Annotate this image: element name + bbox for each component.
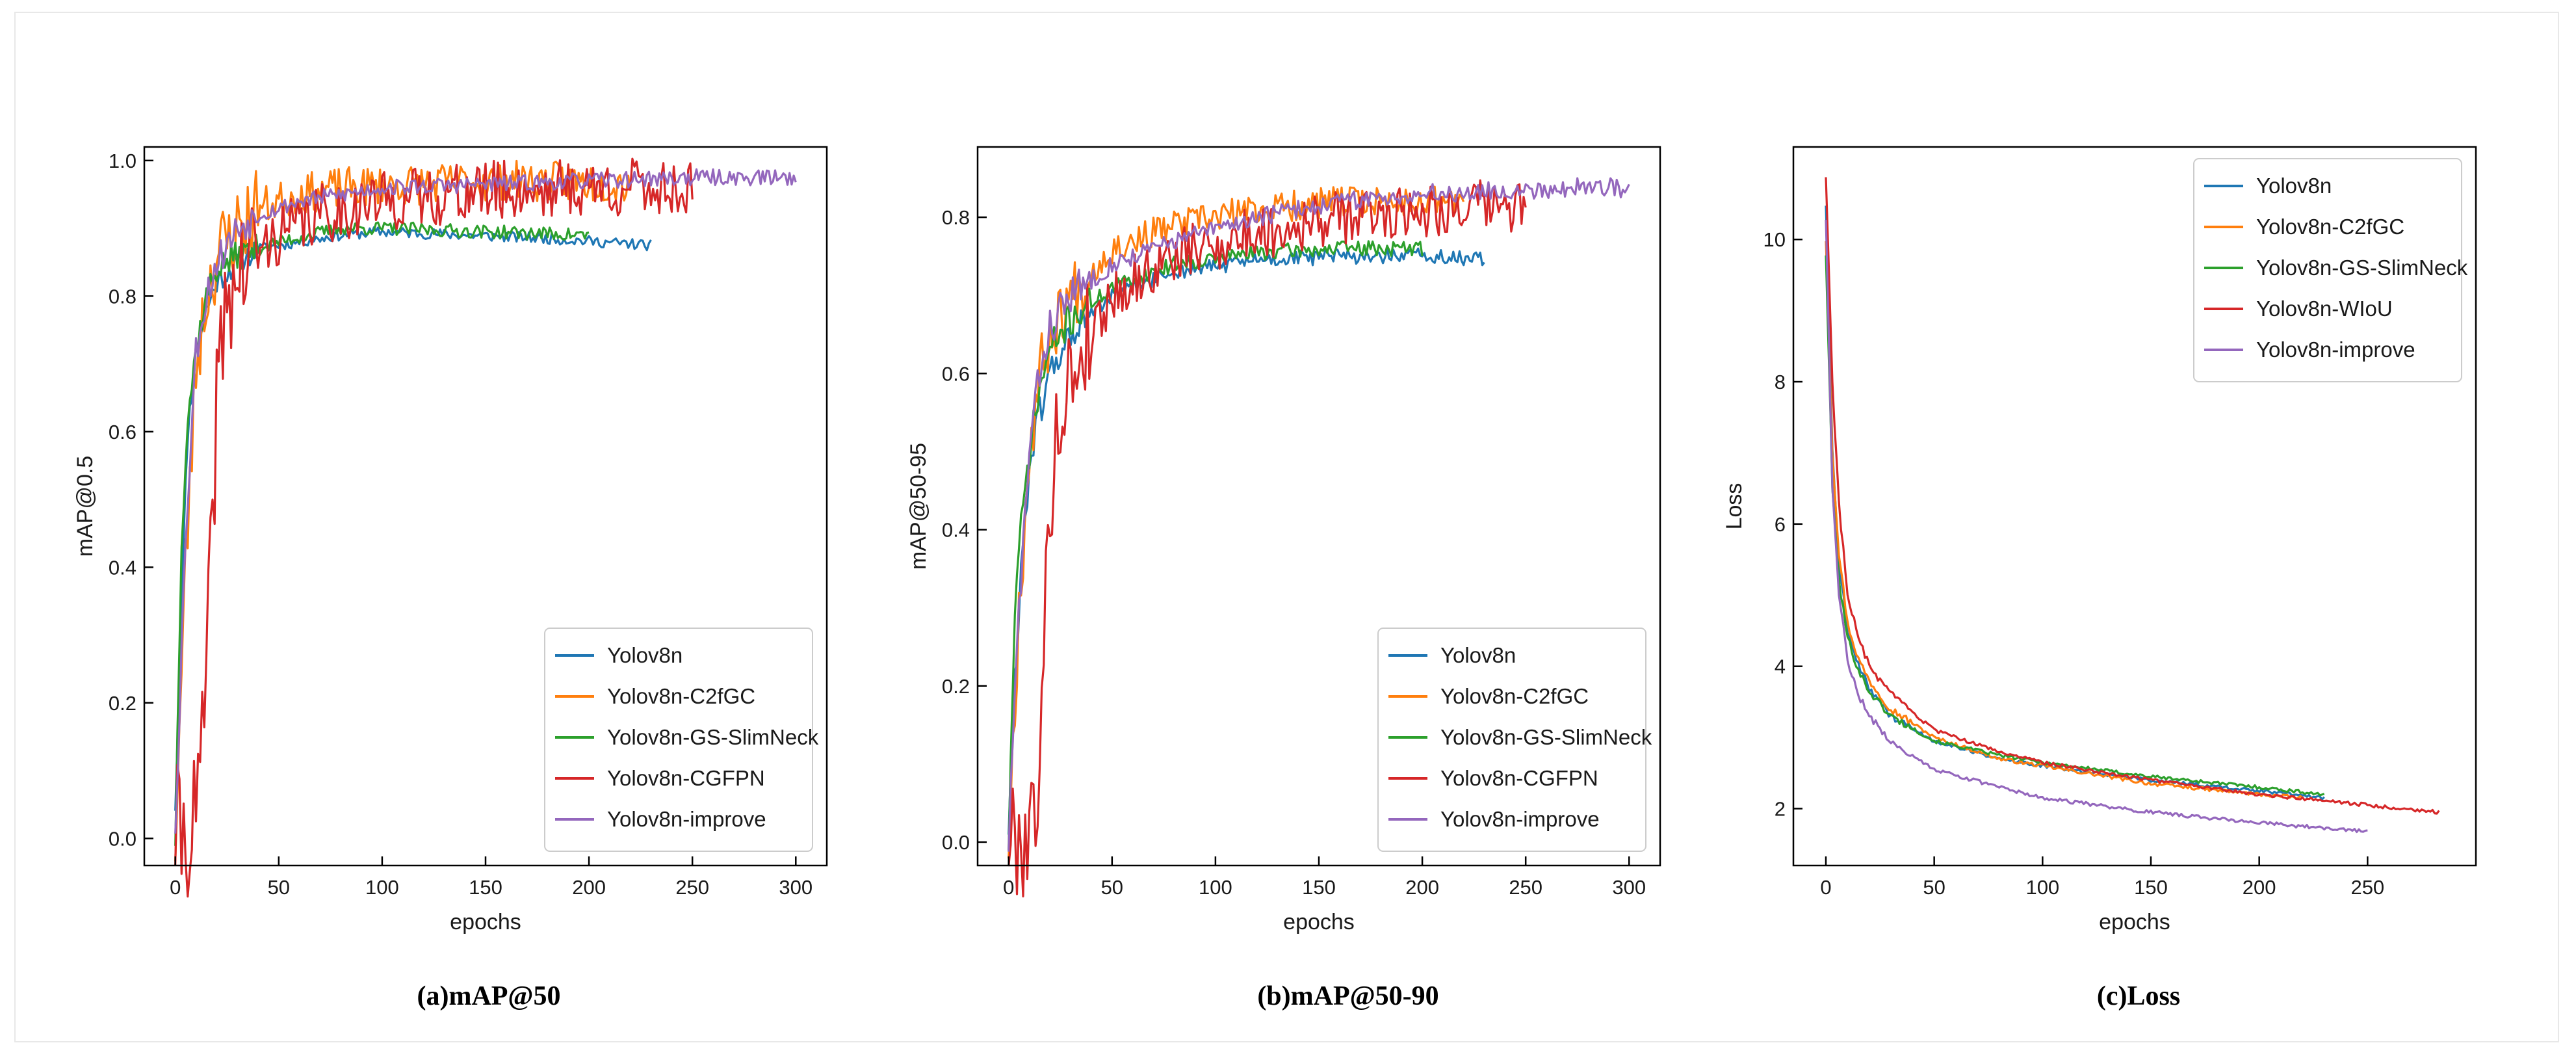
- chart-panel-2: 0 50 100 150 200 250 300 0.0 0.2 0.4 0.6 0.8 epochs m…: [906, 146, 1661, 1011]
- x-tick-label: 50: [1923, 876, 1945, 899]
- x-tick-label: 150: [1302, 876, 1336, 899]
- legend-label: Yolov8n: [2256, 174, 2332, 198]
- y-tick-label: 0.0: [109, 827, 137, 850]
- x-tick-label: 100: [365, 876, 399, 899]
- x-tick-label: 0: [1003, 876, 1014, 899]
- y-axis-label: mAP@0.5: [73, 456, 98, 557]
- legend-box: [544, 628, 813, 852]
- x-tick-label: 150: [2134, 876, 2168, 899]
- x-tick-label: 250: [2350, 876, 2384, 899]
- legend-label: Yolov8n-improve: [2256, 337, 2415, 362]
- legend-label: Yolov8n-C2fGC: [2256, 215, 2404, 239]
- y-axis-label: Loss: [1722, 483, 1747, 530]
- series-line-yolov8n-cgfpn: [1008, 179, 1527, 898]
- legend-label: Yolov8n-C2fGC: [607, 684, 755, 708]
- y-tick-label: 4: [1775, 655, 1786, 678]
- y-tick-label: 8: [1775, 371, 1786, 393]
- x-tick-label: 0: [170, 876, 181, 899]
- y-tick-label: 0.6: [942, 362, 970, 385]
- legend-label: Yolov8n-GS-SlimNeck: [607, 725, 819, 749]
- x-tick-label: 50: [1101, 876, 1123, 899]
- panel-caption: (a)mAP@50: [417, 981, 560, 1011]
- y-axis-label: mAP@50-95: [906, 443, 931, 570]
- legend-box: [1377, 628, 1646, 852]
- y-tick-label: 0.4: [109, 556, 137, 579]
- x-tick-label: 200: [2243, 876, 2276, 899]
- legend-label: Yolov8n-GS-SlimNeck: [1440, 725, 1652, 749]
- legend-label: Yolov8n: [607, 643, 683, 667]
- series-line-yolov8n-cgfpn: [174, 157, 694, 898]
- y-tick-label: 0.0: [942, 831, 970, 854]
- x-tick-label: 200: [1405, 876, 1439, 899]
- series-line-yolov8n-improve: [174, 168, 797, 834]
- x-tick-label: 0: [1820, 876, 1831, 899]
- y-tick-label: 0.8: [942, 206, 970, 229]
- legend-box: [2193, 158, 2462, 382]
- panel-caption: (c)Loss: [2097, 981, 2180, 1011]
- x-axis-label: epochs: [450, 910, 521, 934]
- y-tick-label: 0.6: [109, 421, 137, 443]
- axes-frame: [1792, 146, 2477, 867]
- y-tick-label: 0.8: [109, 285, 137, 308]
- y-tick-label: 0.2: [109, 692, 137, 715]
- chart-panel-3: 0 50 100 150 200 250246810epochsLossYolov8nYo…: [1722, 146, 2477, 1011]
- legend-label: Yolov8n-WIoU: [2256, 297, 2393, 321]
- legend-label: Yolov8n-improve: [607, 807, 766, 831]
- series-line-yolov8n-gs-slimneck: [174, 221, 590, 846]
- x-tick-label: 250: [675, 876, 709, 899]
- y-tick-label: 1.0: [109, 150, 137, 172]
- panel-caption: (b)mAP@50-90: [1257, 981, 1438, 1011]
- legend-label: Yolov8n-GS-SlimNeck: [2256, 256, 2468, 280]
- legend: Yolov8n Yolov8n-C2fGC Yolov8n-GS-SlimNeck Y…: [2193, 158, 2468, 382]
- x-tick-label: 300: [1612, 876, 1646, 899]
- legend: Yolov8n Yolov8n-C2fGC Yolov8n-GS-SlimNeck Y…: [544, 628, 819, 852]
- series-line-yolov8n-wiou: [1825, 177, 2440, 815]
- legend-label: Yolov8n: [1440, 643, 1516, 667]
- x-tick-label: 250: [1509, 876, 1542, 899]
- legend-label: Yolov8n-CGFPN: [607, 766, 765, 790]
- legend: Yolov8n Yolov8n-C2fGC Yolov8n-GS-SlimNeck Y…: [1377, 628, 1652, 852]
- x-tick-label: 100: [2025, 876, 2059, 899]
- x-tick-label: 150: [469, 876, 502, 899]
- x-axis-label: epochs: [1283, 910, 1355, 934]
- chart-panel-1: 0 50 100 150 200 250 300 0.0 0.2 0.4 0.6 0.8 1.0 epoc…: [73, 146, 828, 1011]
- series-line-yolov8n-gs-slimneck: [1008, 240, 1424, 851]
- x-tick-label: 200: [572, 876, 606, 899]
- legend-label: Yolov8n-CGFPN: [1440, 766, 1598, 790]
- y-tick-label: 6: [1775, 513, 1786, 536]
- x-tick-label: 100: [1199, 876, 1232, 899]
- x-axis-label: epochs: [2099, 910, 2170, 934]
- x-tick-label: 50: [268, 876, 290, 899]
- y-tick-label: 0.2: [942, 675, 970, 698]
- series-line-yolov8n-improve: [1825, 220, 2368, 834]
- legend-label: Yolov8n-improve: [1440, 807, 1600, 831]
- figure-frame: [14, 12, 2559, 1042]
- x-tick-label: 300: [779, 876, 813, 899]
- y-tick-label: 10: [1763, 228, 1786, 251]
- series-line-yolov8n-improve: [1008, 177, 1630, 852]
- y-tick-label: 2: [1775, 797, 1786, 820]
- legend-label: Yolov8n-C2fGC: [1440, 684, 1589, 708]
- y-tick-label: 0.4: [942, 519, 970, 542]
